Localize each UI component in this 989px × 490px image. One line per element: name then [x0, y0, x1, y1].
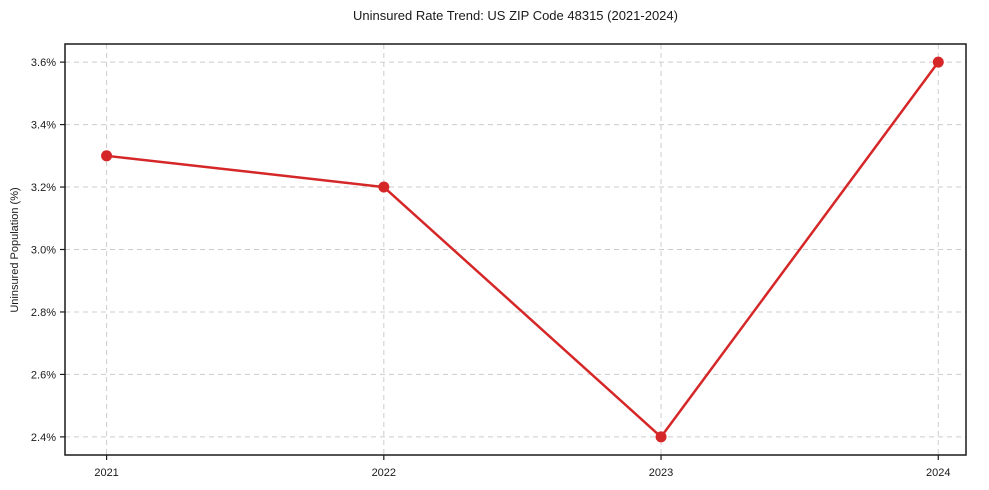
- x-tick-label: 2023: [649, 467, 673, 479]
- data-point-marker: [378, 181, 390, 193]
- y-tick-label: 3.2%: [31, 182, 56, 194]
- y-tick-label: 2.4%: [31, 432, 56, 444]
- y-tick-label: 3.6%: [31, 57, 56, 69]
- y-tick-label: 2.6%: [31, 369, 56, 381]
- y-tick-label: 3.0%: [31, 245, 56, 257]
- x-tick-label: 2024: [926, 467, 950, 479]
- data-point-marker: [101, 150, 113, 162]
- chart-title: Uninsured Rate Trend: US ZIP Code 48315 …: [353, 8, 678, 23]
- trend-line: [105, 60, 940, 439]
- y-tick-label: 3.4%: [31, 120, 56, 132]
- data-point-marker: [932, 56, 944, 68]
- data-point-marker: [655, 431, 667, 443]
- y-tick-label: 2.8%: [31, 307, 56, 319]
- x-tick-label: 2022: [372, 467, 396, 479]
- x-tick-label: 2021: [94, 467, 118, 479]
